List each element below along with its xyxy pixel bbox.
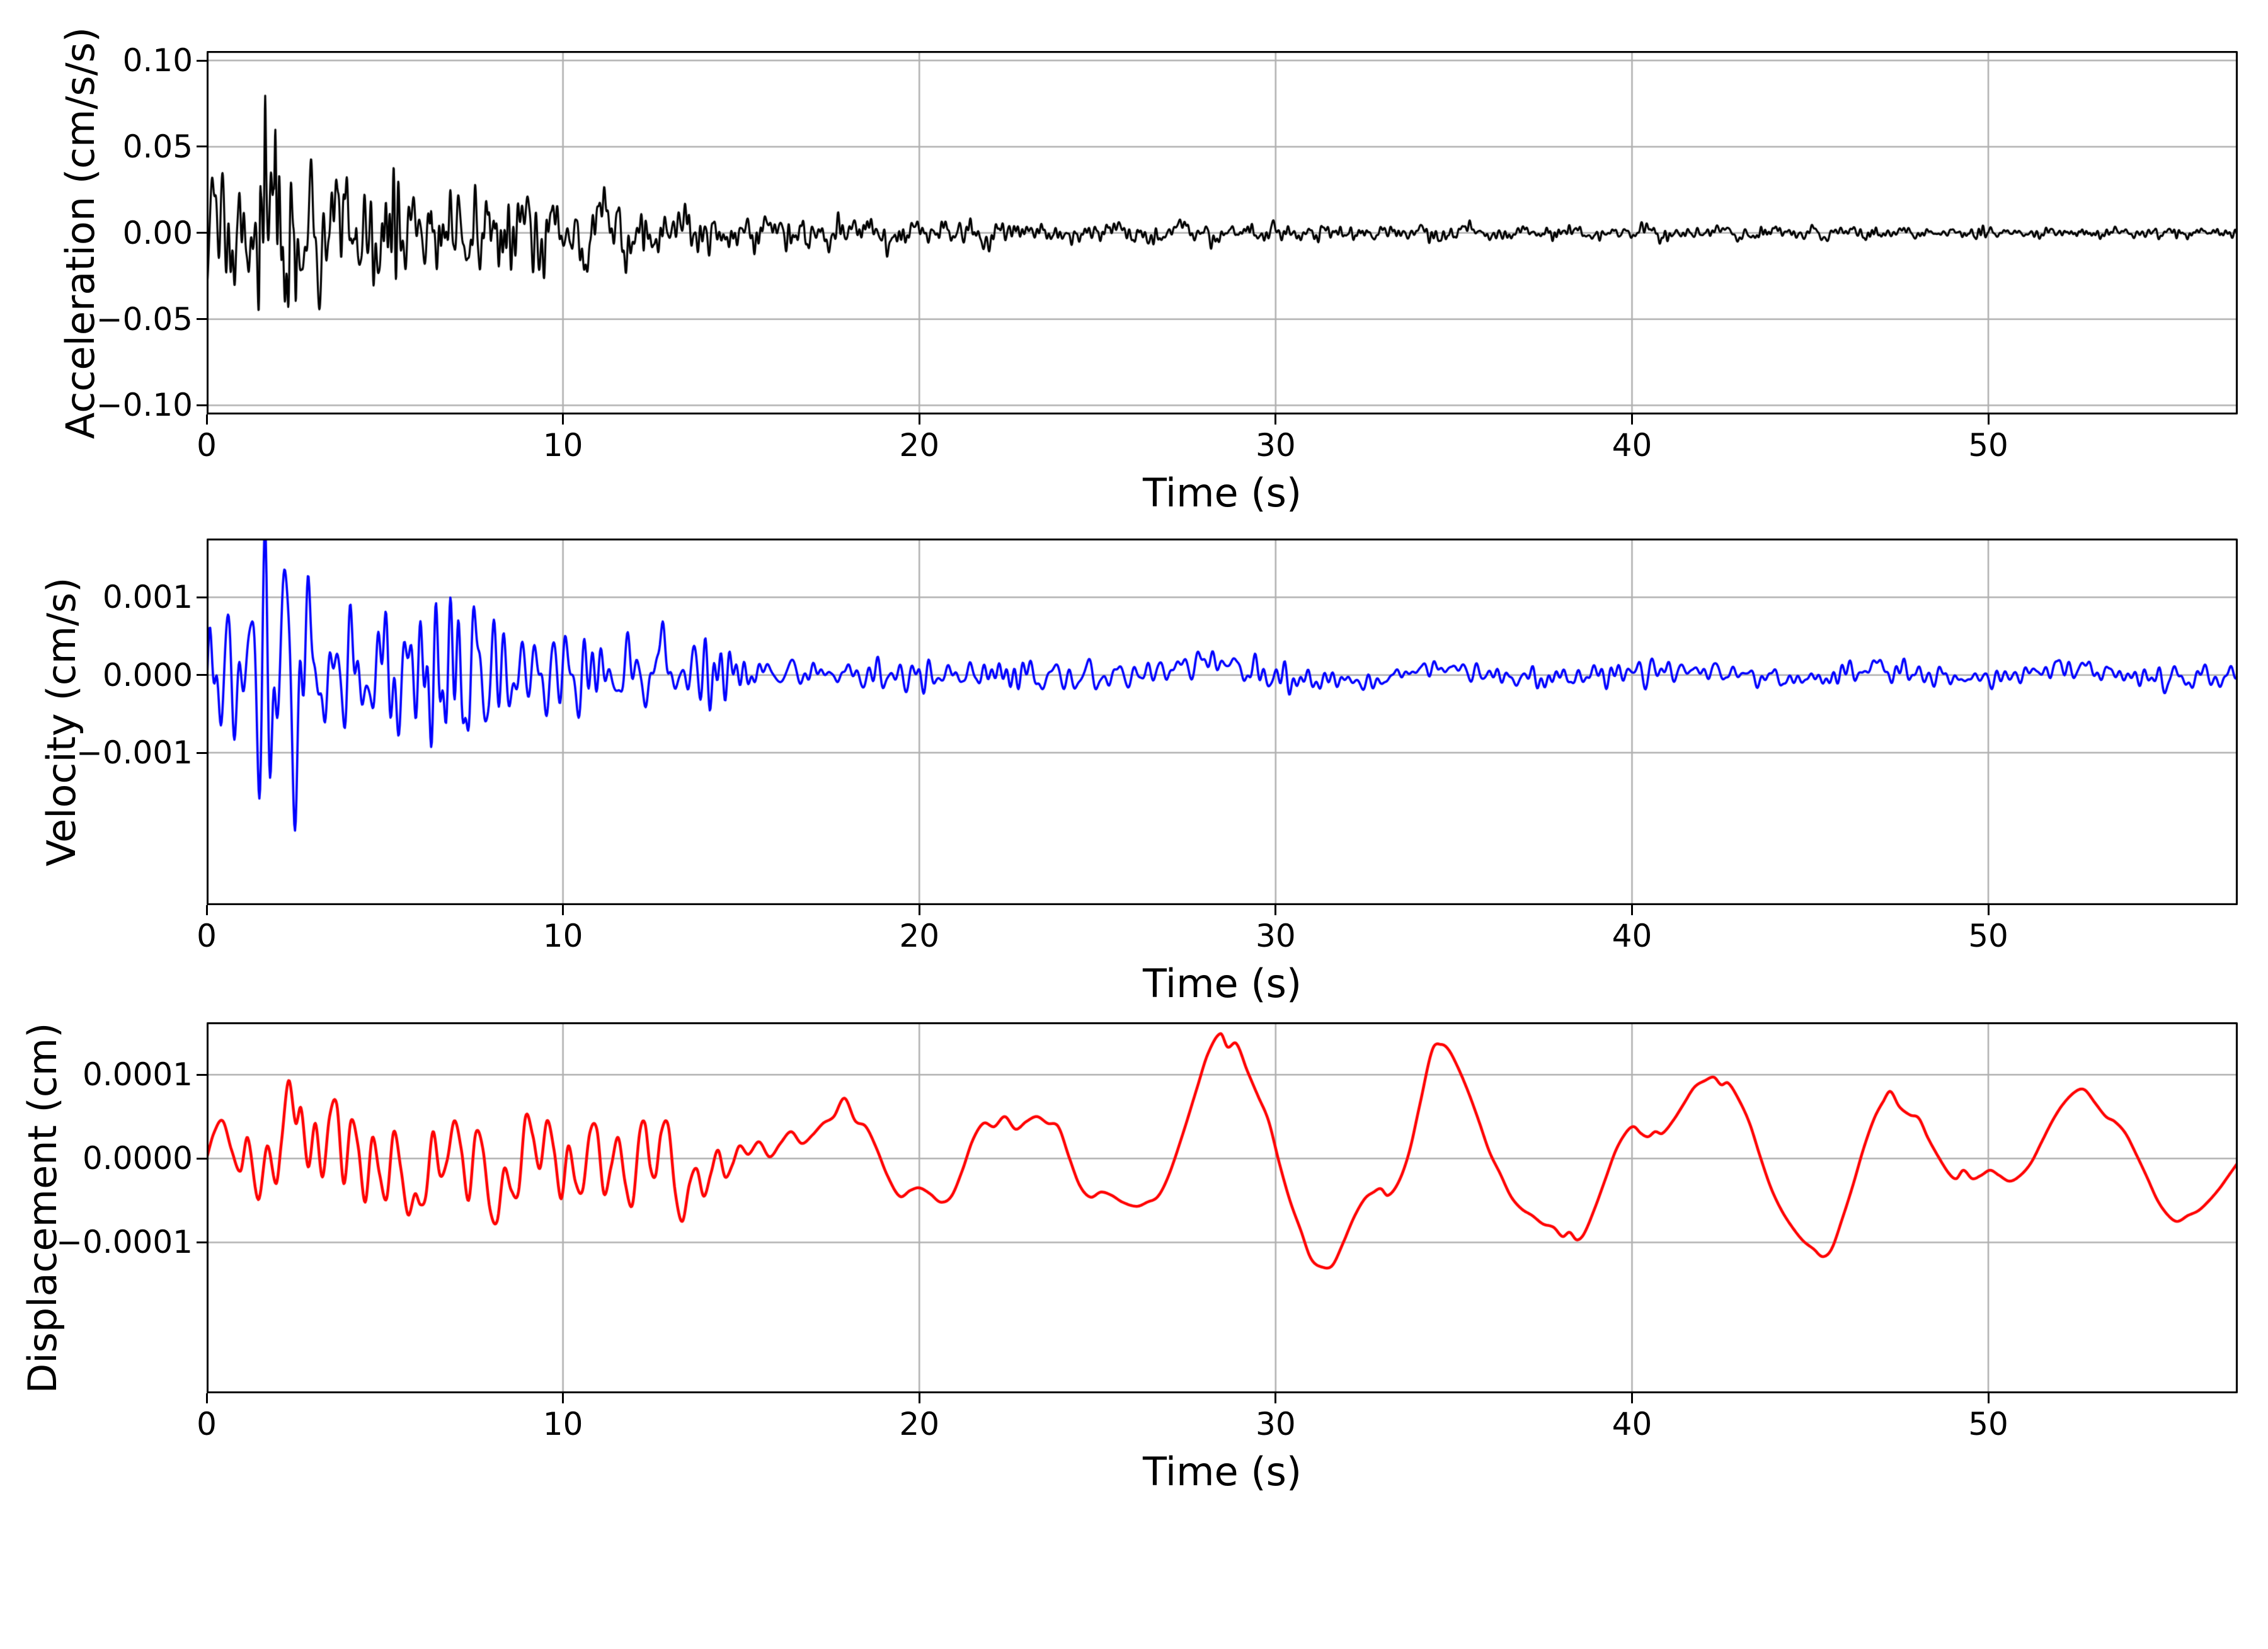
x-tick-mark: [1274, 414, 1277, 425]
x-tick-mark: [1987, 1393, 1990, 1403]
x-tick-label: 10: [542, 427, 583, 464]
x-tick-mark: [205, 1393, 208, 1403]
y-tick-mark: [197, 1073, 207, 1076]
y-tick-label: −0.10: [96, 387, 193, 424]
x-tick-mark: [205, 414, 208, 425]
y-tick-mark: [197, 596, 207, 598]
y-tick-label: 0.10: [122, 42, 193, 79]
x-tick-label: 20: [899, 1406, 940, 1442]
x-tick-label: 30: [1256, 427, 1296, 464]
x-tick-mark: [1630, 905, 1633, 915]
x-axis-label: Time (s): [1142, 470, 1302, 516]
x-tick-mark: [1630, 1393, 1633, 1403]
y-tick-label: 0.0001: [83, 1056, 193, 1093]
plot-area: [207, 51, 2238, 414]
y-tick-mark: [197, 1241, 207, 1243]
x-tick-label: 30: [1256, 1406, 1296, 1442]
figure: Acceleration (cm/s/s) Time (s) 0.10 0.05 0…: [20, 26, 2238, 1495]
x-tick-label: 30: [1256, 918, 1296, 954]
x-tick-mark: [562, 905, 564, 915]
y-tick-label: 0.000: [102, 656, 193, 693]
plot-area: [207, 1022, 2238, 1393]
x-tick-mark: [918, 905, 920, 915]
plot-area: [207, 539, 2238, 905]
x-tick-label: 40: [1612, 427, 1652, 464]
y-tick-mark: [197, 1157, 207, 1160]
acceleration-trace: [207, 51, 2238, 414]
x-tick-label: 0: [197, 918, 217, 954]
y-tick-label: −0.0001: [56, 1224, 193, 1261]
x-tick-label: 50: [1968, 918, 2008, 954]
x-tick-label: 40: [1612, 918, 1652, 954]
y-tick-mark: [197, 232, 207, 234]
x-tick-mark: [562, 414, 564, 425]
displacement-trace: [207, 1022, 2238, 1393]
x-tick-label: 20: [899, 918, 940, 954]
y-tick-label: 0.05: [122, 128, 193, 165]
y-tick-mark: [197, 59, 207, 62]
x-tick-mark: [1274, 905, 1277, 915]
y-tick-mark: [197, 674, 207, 676]
x-tick-mark: [1274, 1393, 1277, 1403]
y-tick-label: 0.0000: [83, 1140, 193, 1177]
y-tick-label: 0.001: [102, 579, 193, 616]
velocity-trace: [207, 539, 2238, 905]
x-axis-label: Time (s): [1142, 1449, 1302, 1495]
x-tick-mark: [1987, 414, 1990, 425]
y-tick-mark: [197, 404, 207, 406]
y-tick-mark: [197, 146, 207, 148]
x-tick-label: 50: [1968, 1406, 2008, 1442]
x-tick-label: 10: [542, 1406, 583, 1442]
y-tick-mark: [197, 751, 207, 754]
x-tick-mark: [205, 905, 208, 915]
x-tick-mark: [1630, 414, 1633, 425]
y-axis-label: Displacement (cm): [20, 1022, 66, 1393]
x-tick-label: 0: [197, 427, 217, 464]
y-tick-label: −0.001: [76, 734, 193, 772]
y-tick-mark: [197, 318, 207, 321]
x-tick-mark: [562, 1393, 564, 1403]
x-tick-mark: [1987, 905, 1990, 915]
x-tick-label: 50: [1968, 427, 2008, 464]
x-tick-label: 20: [899, 427, 940, 464]
x-tick-mark: [918, 414, 920, 425]
x-axis-label: Time (s): [1142, 961, 1302, 1007]
x-tick-mark: [918, 1393, 920, 1403]
x-tick-label: 10: [542, 918, 583, 954]
x-tick-label: 0: [197, 1406, 217, 1442]
y-tick-label: 0.00: [122, 214, 193, 251]
x-tick-label: 40: [1612, 1406, 1652, 1442]
y-tick-label: −0.05: [96, 300, 193, 338]
